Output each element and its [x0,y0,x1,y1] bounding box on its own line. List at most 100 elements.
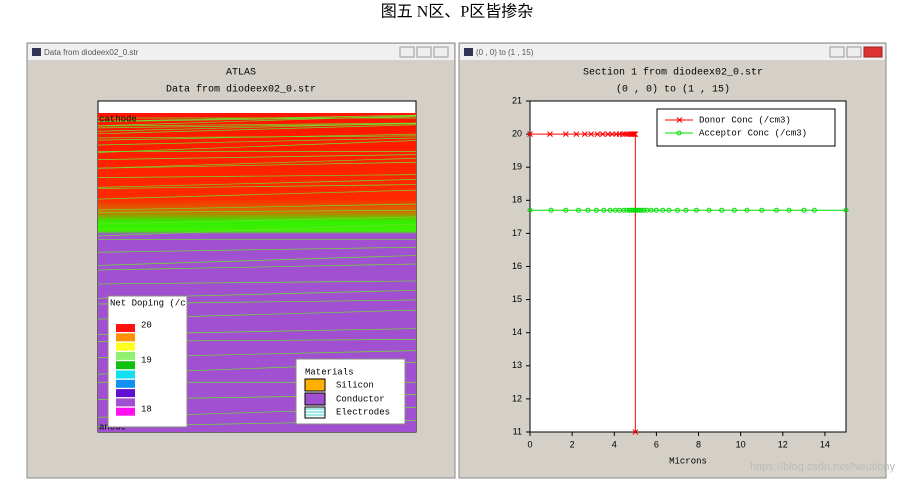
close-button[interactable] [433,46,449,58]
x-tick-label: 6 [654,439,659,449]
marker [547,131,553,137]
y-tick-label: 17 [512,228,522,238]
mesh-line [97,161,417,169]
marker [575,207,581,213]
mesh-line [97,157,417,169]
marker [641,207,647,213]
close-button[interactable] [863,46,883,58]
legend-label: Conductor [336,394,385,404]
x-tick-label: 12 [778,439,788,449]
marker [621,207,627,213]
marker [631,131,638,137]
marker [731,207,737,213]
mesh-line [97,124,417,135]
x-tick-label: 14 [820,439,830,449]
mesh-line [97,189,417,200]
mesh-line [97,174,417,178]
marker [624,207,630,213]
mesh-line [97,184,417,189]
plot-title: ATLAS [226,68,256,79]
y-tick-label: 20 [512,128,522,138]
marker [693,207,699,213]
mesh-line [97,280,417,285]
minimize-button[interactable] [829,46,845,58]
mesh-line [97,140,417,153]
legend-title: Net Doping (/c [110,298,186,308]
marker [653,207,659,213]
mesh-line [97,255,417,266]
marker [581,131,588,137]
legend-swatch [116,333,135,342]
y-tick-label: 18 [512,195,522,205]
mesh-line [97,203,417,211]
y-tick-label: 14 [512,327,522,337]
legend-label: 19 [141,355,152,365]
mesh-line [97,209,417,213]
y-tick-label: 21 [512,95,522,105]
legend-swatch [116,370,135,379]
legend-marker [676,130,682,136]
marker [648,207,654,213]
maximize-button[interactable] [416,46,432,58]
legend-swatch [116,351,135,360]
right-window: (0 , 0) to (1 , 15) Section 1 from diode… [458,42,887,479]
marker [773,207,779,213]
mesh-line [97,135,417,139]
marker [593,207,599,213]
plot-subtitle: Data from diodeex02_0.str [166,84,316,96]
marker [527,131,533,137]
legend-label: Silicon [336,380,374,390]
marker [660,207,666,213]
mesh-line [97,154,417,160]
marker [683,207,689,213]
legend-swatch [116,361,135,370]
y-tick-label: 12 [512,393,522,403]
legend-label: 18 [141,404,152,414]
marker [759,207,765,213]
mesh-line [97,246,417,253]
marker [811,207,817,213]
marker [562,131,569,137]
y-tick-label: 11 [513,426,522,436]
window-title: Data from diodeex02_0.str [44,48,139,57]
marker [599,131,606,137]
mesh-line [97,123,417,129]
chart-title: Section 1 from diodeex02_0.str [583,67,763,79]
marker [605,131,611,137]
marker [719,207,725,213]
marker [621,131,628,137]
watermark: https://blog.csdn.net/Neutiony [750,461,895,473]
marker [594,131,601,137]
legend-label: Electrodes [336,407,390,417]
y-tick-label: 19 [512,162,522,172]
marker [548,207,554,213]
y-tick-label: 16 [512,261,522,271]
legend-label: Acceptor Conc (/cm3) [699,128,807,138]
window-title: (0 , 0) to (1 , 15) [476,48,534,57]
mesh-line [97,122,417,127]
marker [801,207,807,213]
marker [638,207,644,213]
legend-swatch [116,379,135,388]
mesh-line [97,216,417,225]
marker [609,131,616,137]
marker [630,131,637,137]
legend-label: Donor Conc (/cm3) [699,115,791,125]
marker [636,207,642,213]
legend-swatch [116,389,135,398]
x-tick-label: 10 [736,439,746,449]
marker [585,207,591,213]
legend-label: 20 [141,320,152,330]
mesh-line [97,115,417,127]
maximize-button[interactable] [846,46,862,58]
legend-swatch [116,398,135,407]
x-tick-label: 8 [696,439,701,449]
marker [666,207,672,213]
x-tick-label: 4 [612,439,617,449]
x-axis-label: Microns [669,456,707,466]
marker [843,207,849,213]
minimize-button[interactable] [399,46,415,58]
chart-subtitle: (0 , 0) to (1 , 15) [616,84,730,96]
mesh-line [97,223,417,237]
marker [706,207,712,213]
